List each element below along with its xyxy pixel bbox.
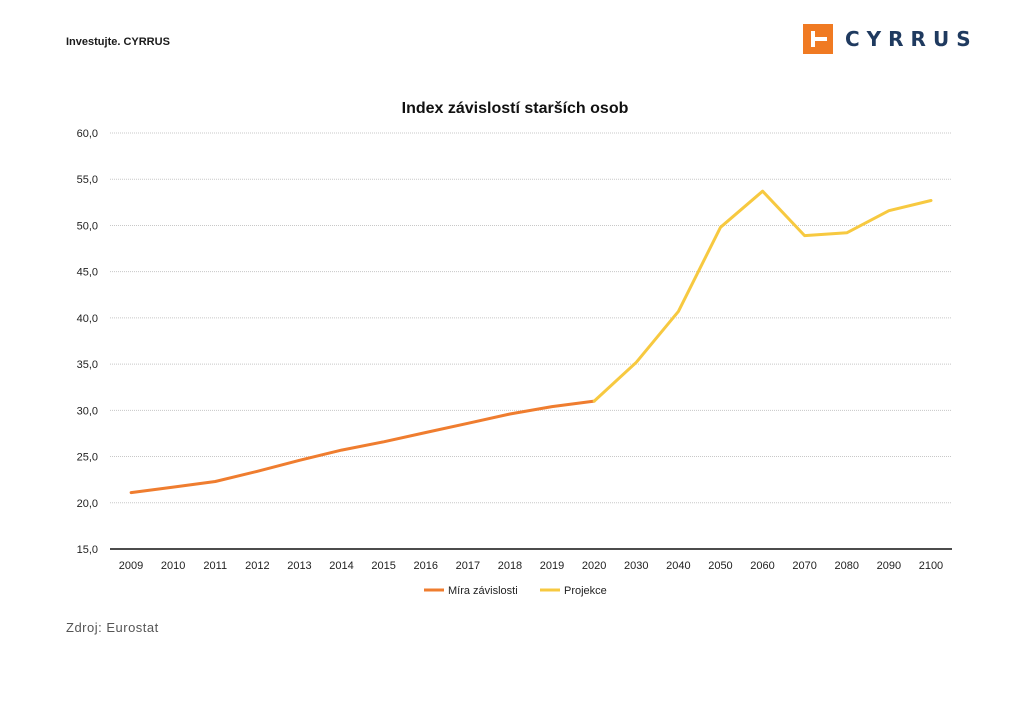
- y-tick-label: 15,0: [77, 544, 98, 556]
- x-tick-label: 2080: [835, 560, 859, 572]
- x-tick-label: 2017: [456, 560, 480, 572]
- x-tick-label: 2010: [161, 560, 185, 572]
- x-tick-label: 2030: [624, 560, 648, 572]
- series-layer: [129, 189, 933, 495]
- x-tick-label: 2016: [414, 560, 438, 572]
- x-tick-label: 2090: [877, 560, 901, 572]
- legend-label: Projekce: [564, 585, 607, 597]
- y-tick-label: 45,0: [77, 267, 98, 279]
- x-tick-label: 2050: [708, 560, 732, 572]
- legend: Míra závislosti Projekce: [424, 585, 607, 597]
- logo-text: CYRRUS: [845, 27, 978, 51]
- x-tick-label: 2060: [750, 560, 774, 572]
- tagline: Investujte. CYRRUS: [66, 36, 170, 48]
- logo-mark-icon: [803, 24, 833, 54]
- x-tick-label: 2013: [287, 560, 311, 572]
- y-tick-label: 25,0: [77, 452, 98, 464]
- y-tick-label: 40,0: [77, 313, 98, 325]
- x-tick-label: 2019: [540, 560, 564, 572]
- x-tick-label: 2009: [119, 560, 143, 572]
- x-tick-label: 2018: [498, 560, 522, 572]
- y-tick-label: 30,0: [77, 405, 98, 417]
- y-tick-label: 35,0: [77, 359, 98, 371]
- x-tick-label: 2015: [371, 560, 395, 572]
- series-line-2: [592, 189, 933, 403]
- x-tick-label: 2040: [666, 560, 690, 572]
- brand-logo: CYRRUS: [803, 24, 978, 54]
- x-tick-label: 2012: [245, 560, 269, 572]
- source-note: Zdroj: Eurostat: [66, 620, 159, 635]
- y-tick-label: 60,0: [77, 128, 98, 140]
- x-tick-label: 2014: [329, 560, 353, 572]
- legend-label: Míra závislosti: [448, 585, 518, 597]
- chart-title: Index závislostí starších osob: [402, 100, 629, 117]
- x-tick-label: 2020: [582, 560, 606, 572]
- grid-layer: [110, 132, 952, 504]
- y-tick-label: 50,0: [77, 220, 98, 232]
- x-tick-label: 2070: [792, 560, 816, 572]
- y-tick-label: 55,0: [77, 174, 98, 186]
- x-tick-label: 2100: [919, 560, 943, 572]
- x-tick-label: 2011: [203, 560, 227, 572]
- y-tick-labels: 15,0 20,0 25,0 30,0 35,0 40,0 45,0 50,0 55,0 60,0: [77, 128, 98, 556]
- x-tick-labels: 2009 2010 2011 2012 2013 2014 2015 2016 2017 2018…: [119, 560, 943, 572]
- y-tick-label: 20,0: [77, 498, 98, 510]
- series-line-1: [129, 399, 596, 495]
